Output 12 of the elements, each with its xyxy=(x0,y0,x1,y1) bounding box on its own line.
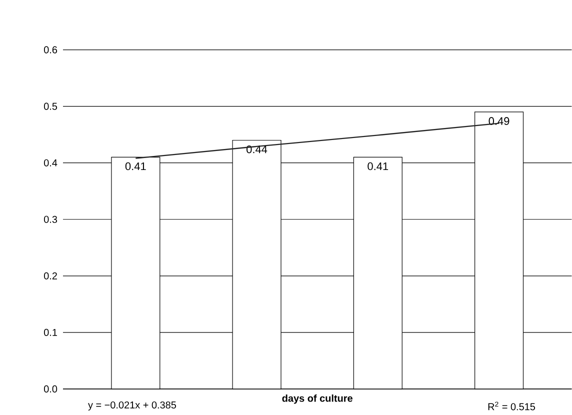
data-label: 0.41 xyxy=(125,162,146,170)
y-tick-label: 0.0 xyxy=(44,385,58,392)
y-tick-label: 0.4 xyxy=(44,159,58,166)
text: R$^{2}$ = 0.515 xyxy=(488,402,536,410)
data-label: 0.41 xyxy=(368,162,388,170)
y-tick-label: 0.2 xyxy=(44,272,57,280)
text: y = −0.021x + 0.385 xyxy=(88,401,176,411)
y-tick-label: 0.5 xyxy=(44,102,58,110)
y-tick-label: 0.1 xyxy=(44,328,57,336)
x-axis-title: days of culture xyxy=(282,394,352,404)
y-tick-label: 0.6 xyxy=(44,46,58,54)
y-tick-label: 0.3 xyxy=(44,216,58,223)
